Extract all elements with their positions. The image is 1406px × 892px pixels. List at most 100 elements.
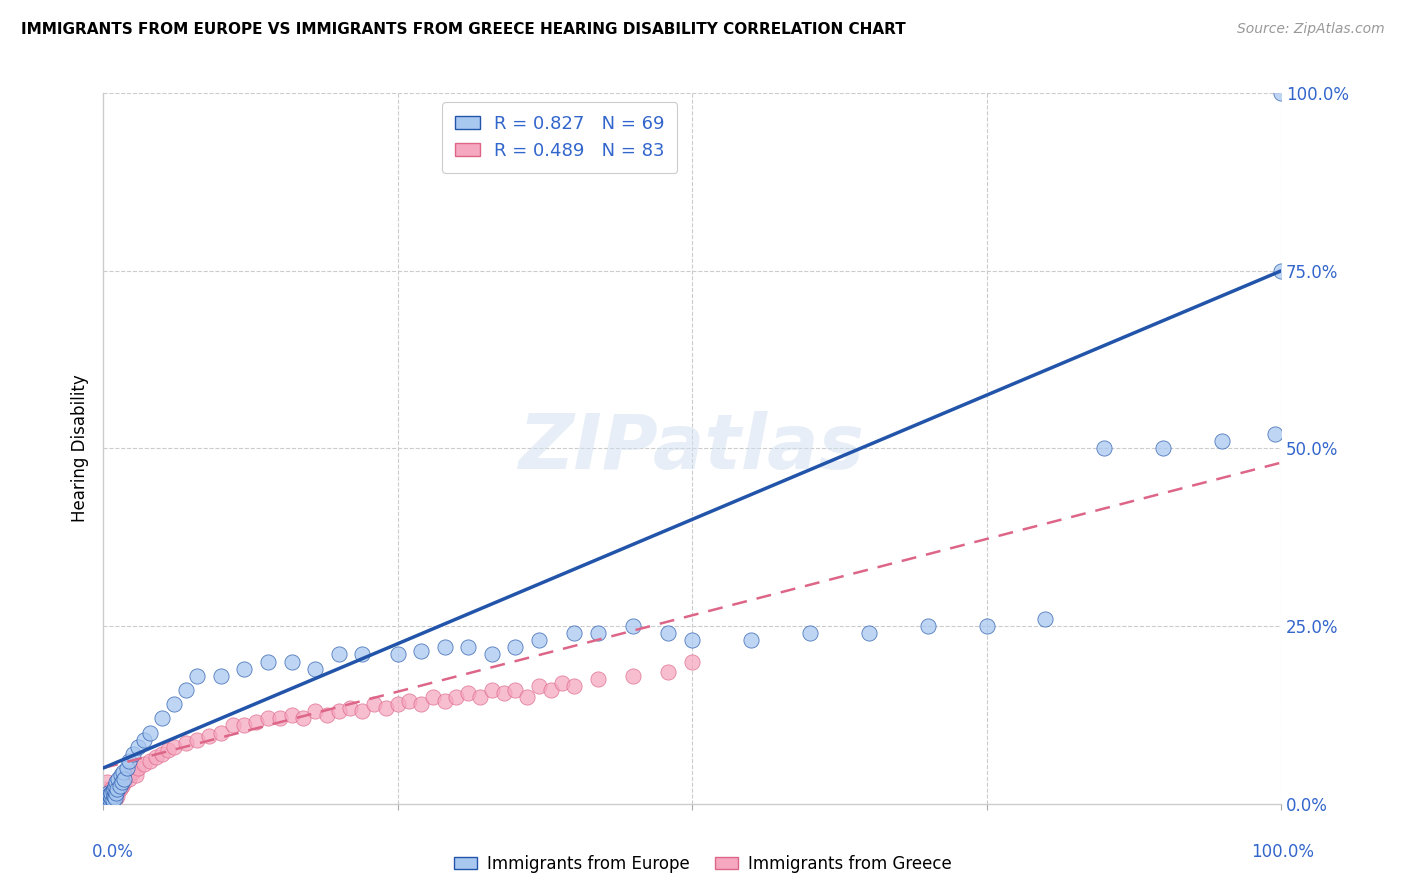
Point bbox=[150, 711, 173, 725]
Point bbox=[492, 686, 515, 700]
Point bbox=[562, 626, 585, 640]
Point bbox=[1270, 264, 1292, 278]
Point bbox=[740, 633, 762, 648]
Y-axis label: Hearing Disability: Hearing Disability bbox=[72, 375, 89, 523]
Point bbox=[112, 775, 135, 789]
Point bbox=[110, 775, 132, 789]
Point bbox=[107, 772, 129, 786]
Point bbox=[101, 784, 124, 798]
Point bbox=[516, 690, 538, 704]
Point bbox=[799, 626, 821, 640]
Point bbox=[387, 648, 409, 662]
Point bbox=[108, 779, 131, 793]
Point bbox=[1211, 434, 1233, 449]
Point bbox=[433, 640, 456, 655]
Point bbox=[657, 665, 679, 680]
Point bbox=[98, 793, 121, 807]
Point bbox=[105, 786, 128, 800]
Point bbox=[586, 626, 609, 640]
Point bbox=[118, 754, 141, 768]
Point bbox=[134, 732, 156, 747]
Point bbox=[398, 693, 420, 707]
Point bbox=[103, 789, 125, 804]
Point bbox=[1092, 442, 1115, 456]
Point bbox=[209, 725, 232, 739]
Point bbox=[98, 794, 121, 808]
Point bbox=[316, 707, 339, 722]
Point bbox=[280, 707, 302, 722]
Point bbox=[115, 768, 138, 782]
Point bbox=[97, 793, 120, 807]
Point bbox=[127, 739, 149, 754]
Point bbox=[96, 775, 118, 789]
Point bbox=[100, 782, 122, 797]
Point bbox=[105, 786, 128, 800]
Point bbox=[98, 793, 121, 807]
Point bbox=[134, 757, 156, 772]
Point bbox=[621, 619, 644, 633]
Point bbox=[304, 662, 326, 676]
Point bbox=[93, 793, 115, 807]
Point bbox=[422, 690, 444, 704]
Point bbox=[468, 690, 491, 704]
Point bbox=[1035, 612, 1057, 626]
Point bbox=[446, 690, 468, 704]
Point bbox=[94, 789, 117, 804]
Point bbox=[104, 789, 127, 804]
Point bbox=[101, 793, 124, 807]
Point bbox=[98, 786, 121, 800]
Point bbox=[174, 682, 197, 697]
Text: 0.0%: 0.0% bbox=[91, 843, 134, 861]
Point bbox=[209, 669, 232, 683]
Point bbox=[96, 790, 118, 805]
Point bbox=[257, 711, 280, 725]
Point bbox=[269, 711, 291, 725]
Point bbox=[586, 673, 609, 687]
Point bbox=[198, 729, 221, 743]
Point bbox=[174, 736, 197, 750]
Point bbox=[433, 693, 456, 707]
Point bbox=[505, 640, 527, 655]
Point bbox=[96, 794, 118, 808]
Point bbox=[127, 761, 149, 775]
Point bbox=[121, 747, 143, 761]
Point bbox=[105, 775, 128, 789]
Point bbox=[103, 789, 125, 804]
Point bbox=[1152, 442, 1174, 456]
Point bbox=[245, 714, 267, 729]
Point bbox=[94, 793, 117, 807]
Point bbox=[107, 779, 129, 793]
Point bbox=[1270, 87, 1292, 101]
Point bbox=[103, 782, 125, 797]
Text: IMMIGRANTS FROM EUROPE VS IMMIGRANTS FROM GREECE HEARING DISABILITY CORRELATION : IMMIGRANTS FROM EUROPE VS IMMIGRANTS FRO… bbox=[21, 22, 905, 37]
Point bbox=[374, 700, 396, 714]
Legend: Immigrants from Europe, Immigrants from Greece: Immigrants from Europe, Immigrants from … bbox=[447, 848, 959, 880]
Point bbox=[411, 697, 433, 711]
Point bbox=[387, 697, 409, 711]
Point bbox=[98, 793, 121, 807]
Point bbox=[112, 772, 135, 786]
Text: ZIPatlas: ZIPatlas bbox=[519, 411, 865, 485]
Point bbox=[111, 779, 134, 793]
Point bbox=[858, 626, 880, 640]
Point bbox=[98, 794, 121, 808]
Point bbox=[481, 682, 503, 697]
Point bbox=[145, 750, 167, 764]
Point bbox=[121, 764, 143, 779]
Point bbox=[104, 782, 127, 797]
Point bbox=[93, 786, 115, 800]
Point bbox=[104, 790, 127, 805]
Point bbox=[681, 633, 703, 648]
Point bbox=[104, 793, 127, 807]
Point bbox=[101, 786, 124, 800]
Point bbox=[328, 704, 350, 718]
Point bbox=[112, 764, 135, 779]
Point bbox=[527, 679, 550, 693]
Point bbox=[681, 655, 703, 669]
Point bbox=[108, 782, 131, 797]
Point bbox=[352, 648, 374, 662]
Point bbox=[457, 686, 479, 700]
Point bbox=[98, 789, 121, 804]
Point bbox=[105, 782, 128, 797]
Point bbox=[104, 779, 127, 793]
